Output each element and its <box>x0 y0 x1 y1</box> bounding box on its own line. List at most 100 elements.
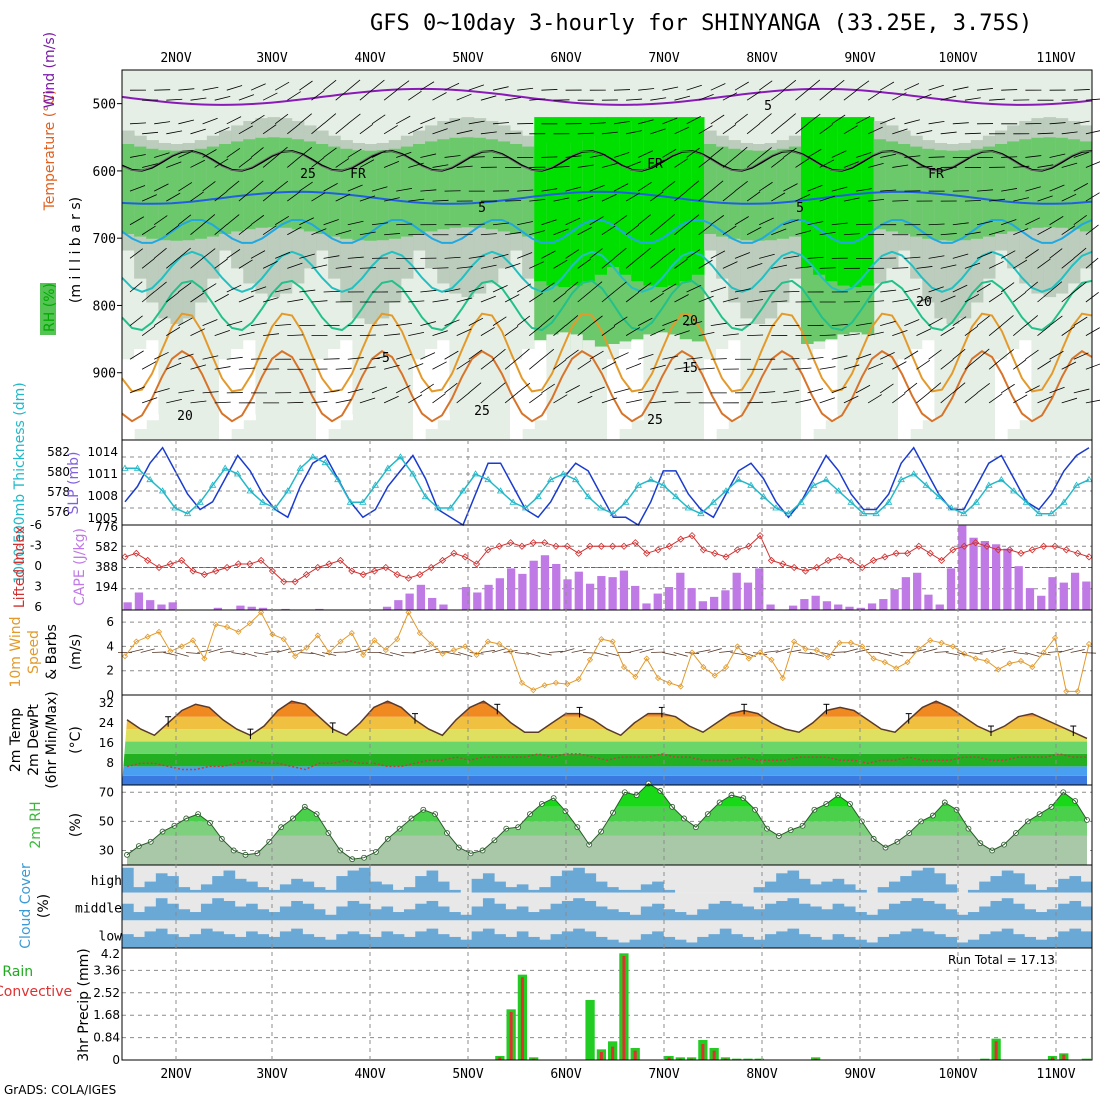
wind-barb <box>141 361 157 370</box>
wind10-marker <box>155 628 163 635</box>
temp-band <box>122 701 1087 705</box>
wind-barb <box>698 190 712 202</box>
wind-barb <box>480 131 497 135</box>
wind10-marker <box>904 659 911 666</box>
cloud-level-labels: high middle low <box>75 874 122 944</box>
wind-barb <box>202 355 219 360</box>
precip-conv-bar <box>667 1057 671 1060</box>
wind-barb <box>613 388 630 394</box>
wind-barb <box>662 355 679 360</box>
bottom-day-label: 2NOV <box>160 1067 191 1082</box>
rh-light-column <box>534 340 547 421</box>
wind-barb <box>892 361 907 370</box>
wind-barb <box>746 156 760 168</box>
li-tick: 6 <box>34 600 42 614</box>
wind10-marker <box>1051 634 1059 641</box>
wind10-tick: 2 <box>106 664 114 678</box>
wind-barb <box>396 353 412 360</box>
wind-barb <box>1061 291 1075 303</box>
wind-barb <box>892 267 909 269</box>
wind-barb <box>129 248 144 259</box>
wind-barb <box>129 350 144 360</box>
cloud-cell <box>155 898 168 921</box>
wind-barb <box>250 180 264 192</box>
temp-panel: 32 24 16 8 2m Temp 2m DewPt (6hr Min/Max) (… <box>8 691 1093 789</box>
contour-label: 20 <box>916 295 932 310</box>
cloud-cell <box>855 939 867 948</box>
cloud-cell <box>1080 881 1093 893</box>
cloud-cell <box>460 914 473 921</box>
wind-barb <box>287 334 304 337</box>
wind10-barb <box>889 652 904 657</box>
wind-barb <box>601 131 618 135</box>
wind-barb <box>323 219 339 226</box>
wind-barb <box>759 289 776 293</box>
cloud-cell <box>539 887 552 893</box>
cloud-cell <box>618 942 630 948</box>
wind-barb <box>504 263 521 269</box>
wind-barb <box>904 319 920 327</box>
wind10-barb <box>923 648 938 653</box>
wind-barb <box>480 359 494 370</box>
wind-barb <box>166 224 180 236</box>
wind-barb <box>759 253 775 259</box>
thickness-marker <box>309 453 317 460</box>
wind-barb <box>662 181 676 192</box>
wind-barb <box>722 261 738 269</box>
cloud-cell <box>494 881 506 893</box>
rh-light-column <box>679 340 693 421</box>
rh-light-column <box>255 334 268 415</box>
li-marker <box>348 567 356 575</box>
wind-barb <box>940 233 957 236</box>
wind-barb <box>396 290 413 293</box>
rh-mid-column <box>740 150 753 241</box>
cloud-cell <box>979 906 991 921</box>
thickness-marker <box>171 504 179 511</box>
wind-barb <box>795 266 812 269</box>
thickness-marker <box>622 498 630 505</box>
wind-barb <box>517 189 534 192</box>
top-day-label: 5NOV <box>452 51 483 66</box>
wind-barb <box>976 220 993 226</box>
thickness-marker <box>822 475 830 483</box>
cloud-cell <box>1069 928 1082 948</box>
wind-barb <box>468 223 485 226</box>
wind-barb <box>565 385 580 394</box>
wind10-barb <box>526 652 541 657</box>
wind10-tick: 0 <box>106 688 114 702</box>
li-marker <box>268 567 277 575</box>
wind10-marker <box>870 655 877 662</box>
wind-barb <box>311 400 328 404</box>
wind-barb <box>662 117 678 125</box>
wind-barb <box>347 220 364 226</box>
wind10-barb <box>934 651 949 653</box>
wind-barb <box>625 224 640 236</box>
wind-barb <box>287 191 301 202</box>
cloud-cell <box>189 912 202 921</box>
wind-barb <box>299 217 314 226</box>
wind-barb <box>1049 122 1066 125</box>
wind-barb <box>783 389 800 394</box>
wind-barb <box>444 256 461 259</box>
wind-barb <box>1013 259 1028 269</box>
wind-barb <box>408 394 423 404</box>
cloud-cell <box>934 873 946 893</box>
wind-barb <box>988 393 1003 404</box>
wind-barb <box>505 200 522 202</box>
upper-wind-barbs <box>129 79 1100 404</box>
cloud-cell <box>516 931 529 948</box>
precip-tick: 0.84 <box>93 1031 120 1045</box>
wind10-panel: 6 4 2 0 10m Wind Speed & Barbs (m/s) <box>8 609 1097 702</box>
wind-barb <box>202 214 216 226</box>
wind-barb <box>214 401 231 404</box>
wind-barb <box>480 295 496 303</box>
cloud-cell <box>1035 889 1048 893</box>
cape-bar <box>879 599 888 610</box>
li-marker <box>257 556 265 564</box>
millibars-axis-label: (m i l l i b a r s) <box>68 197 84 303</box>
bottom-day-label: 5NOV <box>452 1067 483 1082</box>
cloud-cell <box>482 873 495 893</box>
contour-label: 25 <box>474 404 490 419</box>
cloud-cell <box>144 881 157 893</box>
wind10-axis-label-3: & Barbs <box>44 624 60 680</box>
